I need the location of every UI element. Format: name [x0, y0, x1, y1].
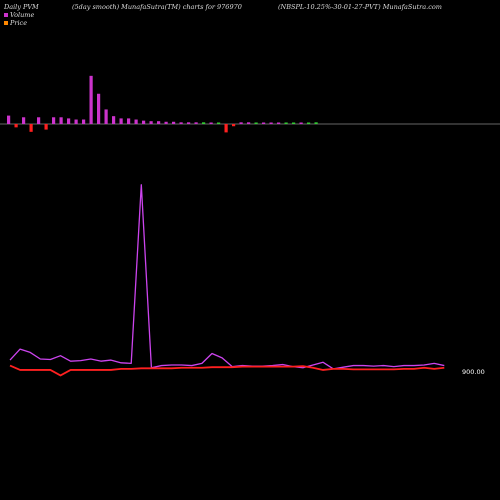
volume-bar	[127, 118, 131, 124]
volume-bar	[29, 124, 33, 132]
volume-bar	[239, 122, 243, 124]
volume-bar	[59, 117, 63, 124]
price-line	[9, 364, 445, 377]
volume-bar	[247, 122, 251, 124]
legend-price: Price	[4, 19, 27, 27]
volume-bar	[52, 117, 56, 124]
volume-bar	[164, 121, 168, 124]
volume-bar	[112, 116, 116, 124]
volume-bar	[149, 121, 153, 124]
volume-bar	[172, 121, 176, 124]
volume-bar	[119, 118, 123, 124]
legend-volume-swatch	[4, 13, 8, 17]
chart-header-right: (NBSPL-10.25%-30-01-27-PVT) MunafaSutra.…	[278, 3, 442, 11]
volume-bar	[134, 119, 138, 124]
volume-bar	[284, 122, 288, 124]
volume-bar	[104, 109, 108, 124]
price-axis-label: 900.00	[462, 368, 485, 376]
volume-bar	[292, 122, 296, 124]
volume-bar	[82, 119, 86, 124]
volume-bars	[0, 75, 500, 133]
volume-bar	[7, 115, 11, 124]
legend-volume-label: Volume	[10, 11, 35, 19]
volume-bar	[142, 120, 146, 124]
volume-bar	[232, 124, 236, 127]
volume-bar	[14, 124, 18, 128]
legend-price-swatch	[4, 21, 8, 25]
price-volume-lines	[9, 184, 445, 377]
volume-bar	[194, 122, 198, 124]
volume-bar	[254, 122, 258, 124]
legend-volume: Volume	[4, 11, 34, 19]
volume-bar	[179, 122, 183, 124]
volume-bar	[299, 122, 303, 124]
volume-bar	[202, 122, 206, 124]
volume-line	[9, 184, 445, 370]
volume-bar	[269, 122, 273, 124]
volume-bar	[307, 122, 311, 124]
volume-bar	[74, 119, 78, 124]
volume-bar	[262, 122, 266, 124]
chart-header-left: Daily PVM	[4, 3, 39, 11]
volume-bar	[37, 117, 41, 124]
volume-bar	[89, 75, 93, 124]
volume-bar	[217, 122, 221, 124]
chart-header-middle: (5day smooth) MunafaSutra(TM) charts for…	[72, 3, 242, 11]
volume-bar	[22, 117, 26, 124]
volume-bar	[157, 121, 161, 124]
volume-bar	[277, 122, 281, 124]
volume-bar	[97, 93, 101, 124]
legend-price-label: Price	[10, 19, 28, 27]
volume-bar	[314, 122, 318, 124]
volume-bar	[67, 118, 71, 124]
volume-bar	[209, 122, 213, 124]
volume-bar	[44, 124, 48, 130]
volume-bar	[224, 124, 228, 133]
volume-bar	[187, 122, 191, 124]
